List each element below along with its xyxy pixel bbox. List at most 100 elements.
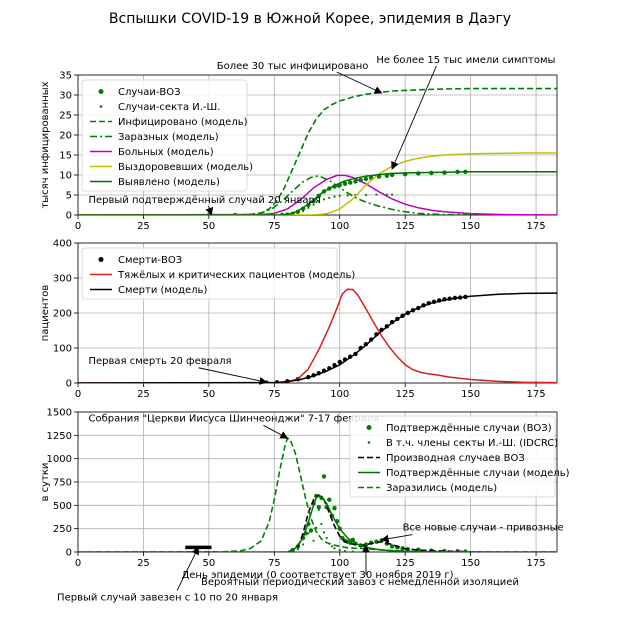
panel-deaths: 0 25 50 75 100 125 150 175 0 100 200 300 400 пациенто…: [40, 239, 558, 400]
data-point: [364, 193, 368, 197]
series-line-инфицировано-модель: [78, 87, 557, 215]
x-tick-label: 125: [396, 558, 415, 569]
data-point: [302, 209, 305, 213]
series-layer: [78, 288, 557, 383]
x-tick-label: 175: [527, 558, 546, 569]
y-tick-label: 15: [59, 151, 72, 162]
legend-swatch: [99, 105, 103, 108]
data-point: [338, 194, 341, 197]
y-tick-label: 200: [53, 309, 72, 320]
legend-daily: Подтверждённые случаи (ВОЗ) В т.ч. члены …: [349, 415, 570, 498]
x-tick-label: 50: [203, 389, 216, 400]
legend-label: Заразных (модель): [118, 132, 219, 143]
series-layer: [78, 87, 557, 215]
legend-label: В т.ч. члены секты И.-Ш. (IDCRC): [386, 438, 558, 449]
legend-label: Выявлено (модель): [118, 177, 220, 188]
x-tick-label: 100: [330, 389, 349, 400]
y-tick-label: 35: [59, 71, 72, 82]
legend-cases: Случаи-ВОЗ Случаи-секта И.-Ш. Инфицировано…: [81, 79, 253, 192]
legend-box: [81, 79, 248, 192]
legend-swatch: [98, 89, 104, 94]
series-line-выздоровевших-модель: [78, 152, 557, 215]
panel-cases: 0 25 50 75 100 125 150 175 0 5 10 15 20 25 30 35 тысяч и…: [40, 55, 558, 232]
y-tick-label: 10: [59, 171, 72, 182]
data-point: [317, 200, 320, 203]
legend-swatch: [367, 441, 371, 444]
annotation-daily-3: Вероятный периодический завоз с немедлен…: [201, 577, 519, 588]
x-tick-label: 125: [396, 389, 415, 400]
annotation-arrow: [205, 205, 214, 216]
y-tick-label: 1500: [47, 408, 72, 419]
data-point: [346, 194, 349, 197]
series-layer: [78, 437, 557, 552]
legend-label: Случаи-ВОЗ: [118, 87, 181, 98]
x-tick-label: 125: [396, 221, 415, 232]
x-tick-label: 175: [527, 221, 546, 232]
y-tick-label: 1000: [47, 454, 72, 465]
annotation-arrow: [263, 424, 289, 439]
x-tick-label: 75: [268, 389, 281, 400]
annotation-daily-1: Все новые случаи - привозные: [403, 523, 564, 534]
data-point: [312, 203, 315, 206]
figure-title: Вспышки COVID-19 в Южной Корее, эпидемия…: [109, 11, 511, 27]
legend-label: Инфицировано (модель): [118, 117, 248, 128]
series-line-смерти-модель: [78, 292, 557, 383]
x-tick-label: 50: [203, 558, 216, 569]
legend-label: Производная случаев ВОЗ: [386, 453, 525, 464]
y-tick-label: 0: [66, 548, 72, 559]
legend-label: Подтверждённые случаи (модель): [386, 468, 570, 479]
legend-box: [349, 415, 556, 498]
legend-label: Выздоровевших (модель): [118, 162, 253, 173]
legend-label: Больных (модель): [118, 147, 214, 158]
series-line-больных-модель: [78, 174, 557, 215]
annotation-arrow: [176, 546, 199, 591]
data-point: [322, 198, 326, 201]
data-point: [325, 536, 328, 540]
annotation-cases-0: Более 30 тыс инфицировано: [217, 61, 369, 72]
x-tick-label: 100: [330, 221, 349, 232]
series-line-тяжёлых-и-критических-пациентов-модель: [78, 288, 557, 383]
annotation-arrow: [336, 71, 383, 94]
data-point: [333, 195, 336, 198]
data-point: [328, 196, 331, 199]
y-tick-label: 30: [59, 91, 72, 102]
y-tick-label: 250: [53, 524, 72, 535]
y-tick-label: 20: [59, 131, 72, 142]
data-point: [321, 474, 327, 479]
data-point: [338, 549, 341, 552]
data-point: [320, 522, 323, 526]
x-tick-label: 175: [527, 389, 546, 400]
annotation-arrow: [391, 65, 437, 170]
legend-label: Заразились (модель): [386, 483, 497, 494]
data-point: [363, 176, 369, 182]
x-tick-label: 150: [461, 558, 480, 569]
x-tick-label: 25: [137, 558, 150, 569]
y-tick-label: 25: [59, 111, 72, 122]
legend-label: Случаи-секта И.-Ш.: [118, 102, 220, 113]
legend-swatch: [98, 257, 104, 262]
data-point: [333, 547, 336, 550]
data-point: [400, 546, 405, 551]
data-point: [330, 545, 333, 548]
series-line-выявлено-модель: [78, 171, 557, 215]
data-point: [308, 528, 314, 533]
annotation-daily-0: Собрания "Церкви Иисуса Шинчеонджи" 7-17…: [88, 413, 379, 424]
data-point: [343, 549, 347, 552]
data-point: [307, 532, 310, 535]
x-tick-label: 0: [75, 389, 81, 400]
y-tick-label: 500: [53, 501, 72, 512]
y-axis-label: пациентов: [40, 285, 51, 342]
y-tick-label: 300: [53, 274, 72, 285]
x-axis-label: День эпидемии (0 соответствует 30 ноября…: [181, 570, 453, 581]
panel-daily: 0 25 50 75 100 125 150 175 0 250 500 750 1000 1250 150…: [40, 408, 570, 604]
data-point: [302, 543, 305, 546]
x-tick-label: 75: [268, 221, 281, 232]
legend-label: Тяжёлых и критических пациентов (модель): [117, 270, 355, 281]
y-tick-label: 5: [66, 191, 72, 202]
x-tick-label: 50: [203, 221, 216, 232]
y-tick-label: 1250: [47, 431, 72, 442]
data-point: [342, 181, 348, 186]
chart-panels: 0 25 50 75 100 125 150 175 0 5 10 15 20 25 30 35 тысяч и…: [40, 55, 570, 604]
y-axis-label: тысяч инфицированных: [40, 81, 51, 208]
